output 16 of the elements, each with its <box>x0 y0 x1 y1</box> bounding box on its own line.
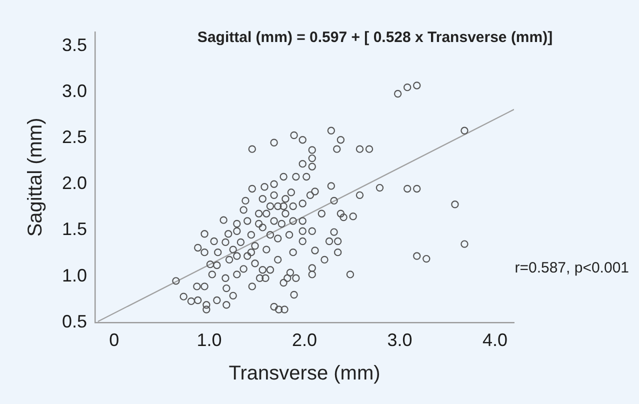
y-axis-title: Sagittal (mm) <box>24 118 47 237</box>
x-tick-label: 4.0 <box>482 330 508 350</box>
y-tick-label: 2.5 <box>62 126 88 147</box>
x-tick-label: 2.0 <box>292 330 318 350</box>
x-tick-label: 3.0 <box>387 330 412 350</box>
x-axis-title: Transverse (mm) <box>228 362 380 385</box>
y-tick-label: 1.0 <box>62 265 88 286</box>
y-tick-label: 3.5 <box>62 34 88 55</box>
y-tick-label: 3.0 <box>62 80 88 101</box>
chart-title: Sagittal (mm) = 0.597 + [ 0.528 x Transverse (mm)] <box>197 29 553 46</box>
x-tick-label: 0 <box>109 330 120 350</box>
y-tick-label: 1.5 <box>62 219 88 240</box>
text: r=0.587, p<0.001 <box>514 260 629 277</box>
x-tick-label: 1.0 <box>196 330 222 350</box>
y-tick-label: 0.5 <box>62 311 88 332</box>
y-tick-label: 2.0 <box>62 173 88 194</box>
